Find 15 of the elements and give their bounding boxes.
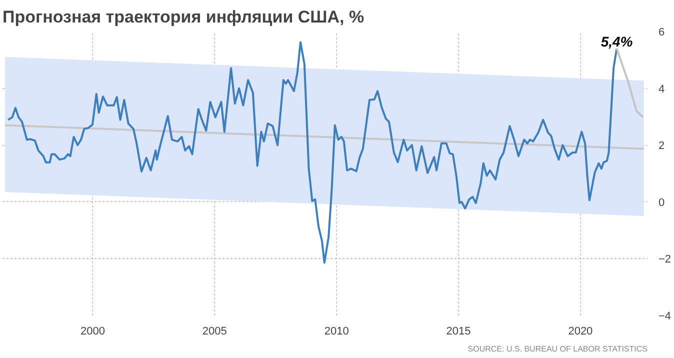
x-tick-label: 2020 bbox=[568, 326, 593, 338]
line-series bbox=[616, 48, 644, 118]
x-tick-label: 2010 bbox=[324, 326, 349, 338]
y-tick-label: −2 bbox=[658, 254, 672, 266]
y-tick-label: 2 bbox=[658, 140, 665, 152]
x-tick-label: 2015 bbox=[446, 326, 471, 338]
source-note: SOURCE: U.S. BUREAU OF LABOR STATISTICS bbox=[468, 344, 648, 354]
annotation: 5,4% bbox=[600, 34, 634, 50]
y-tick-label: −4 bbox=[658, 310, 672, 322]
y-tick-label: 0 bbox=[658, 196, 665, 209]
y-tick-label: 4 bbox=[658, 83, 665, 96]
chart-title: Прогнозная траектория инфляции США, % bbox=[2, 8, 364, 26]
y-tick-label: 6 bbox=[658, 26, 665, 38]
x-tick-label: 2000 bbox=[80, 326, 105, 338]
x-tick-label: 2005 bbox=[202, 326, 227, 338]
